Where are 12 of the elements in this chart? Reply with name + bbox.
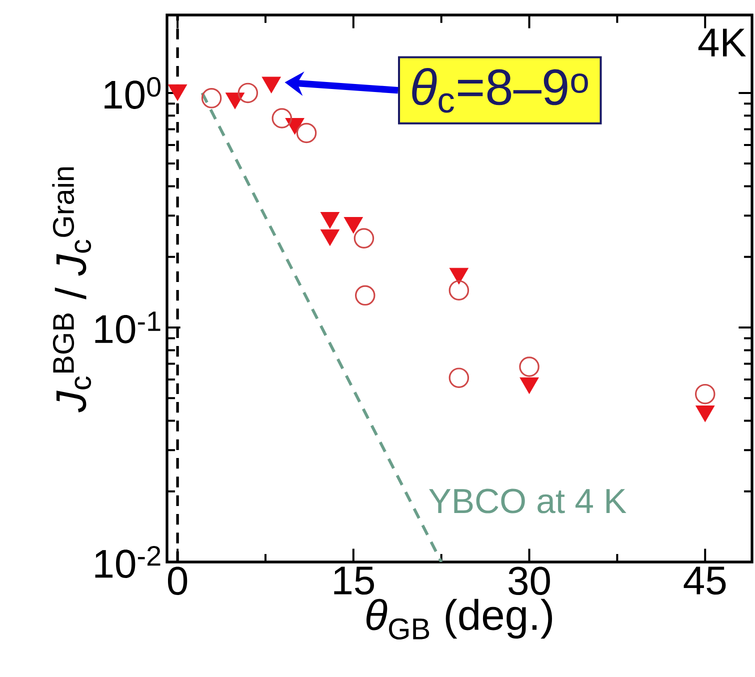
y-tick-label: 10$^{0}$ [104, 76, 161, 109]
y-tick-label: 10$^{-2}$ [95, 546, 160, 578]
x-tick-label: 30 [508, 566, 550, 596]
x-tick-label: 0 [168, 566, 188, 596]
series-label: YBCO at 4 K [429, 488, 626, 514]
y-tick-label: 10$^{-1}$ [95, 312, 160, 344]
x-axis-title: θ$_{GB}$ (deg.) [366, 598, 552, 640]
y-axis-title: J$_{c}$$^{BGB}$ / J$_{c}$$^{Grain}$ [52, 167, 92, 412]
x-tick-label: 45 [684, 566, 726, 595]
x-tick-label: 15 [334, 566, 374, 595]
annotation: 4K [698, 28, 746, 56]
annotation: θ$_{c}$=8–9$^{o}$ [412, 68, 588, 113]
